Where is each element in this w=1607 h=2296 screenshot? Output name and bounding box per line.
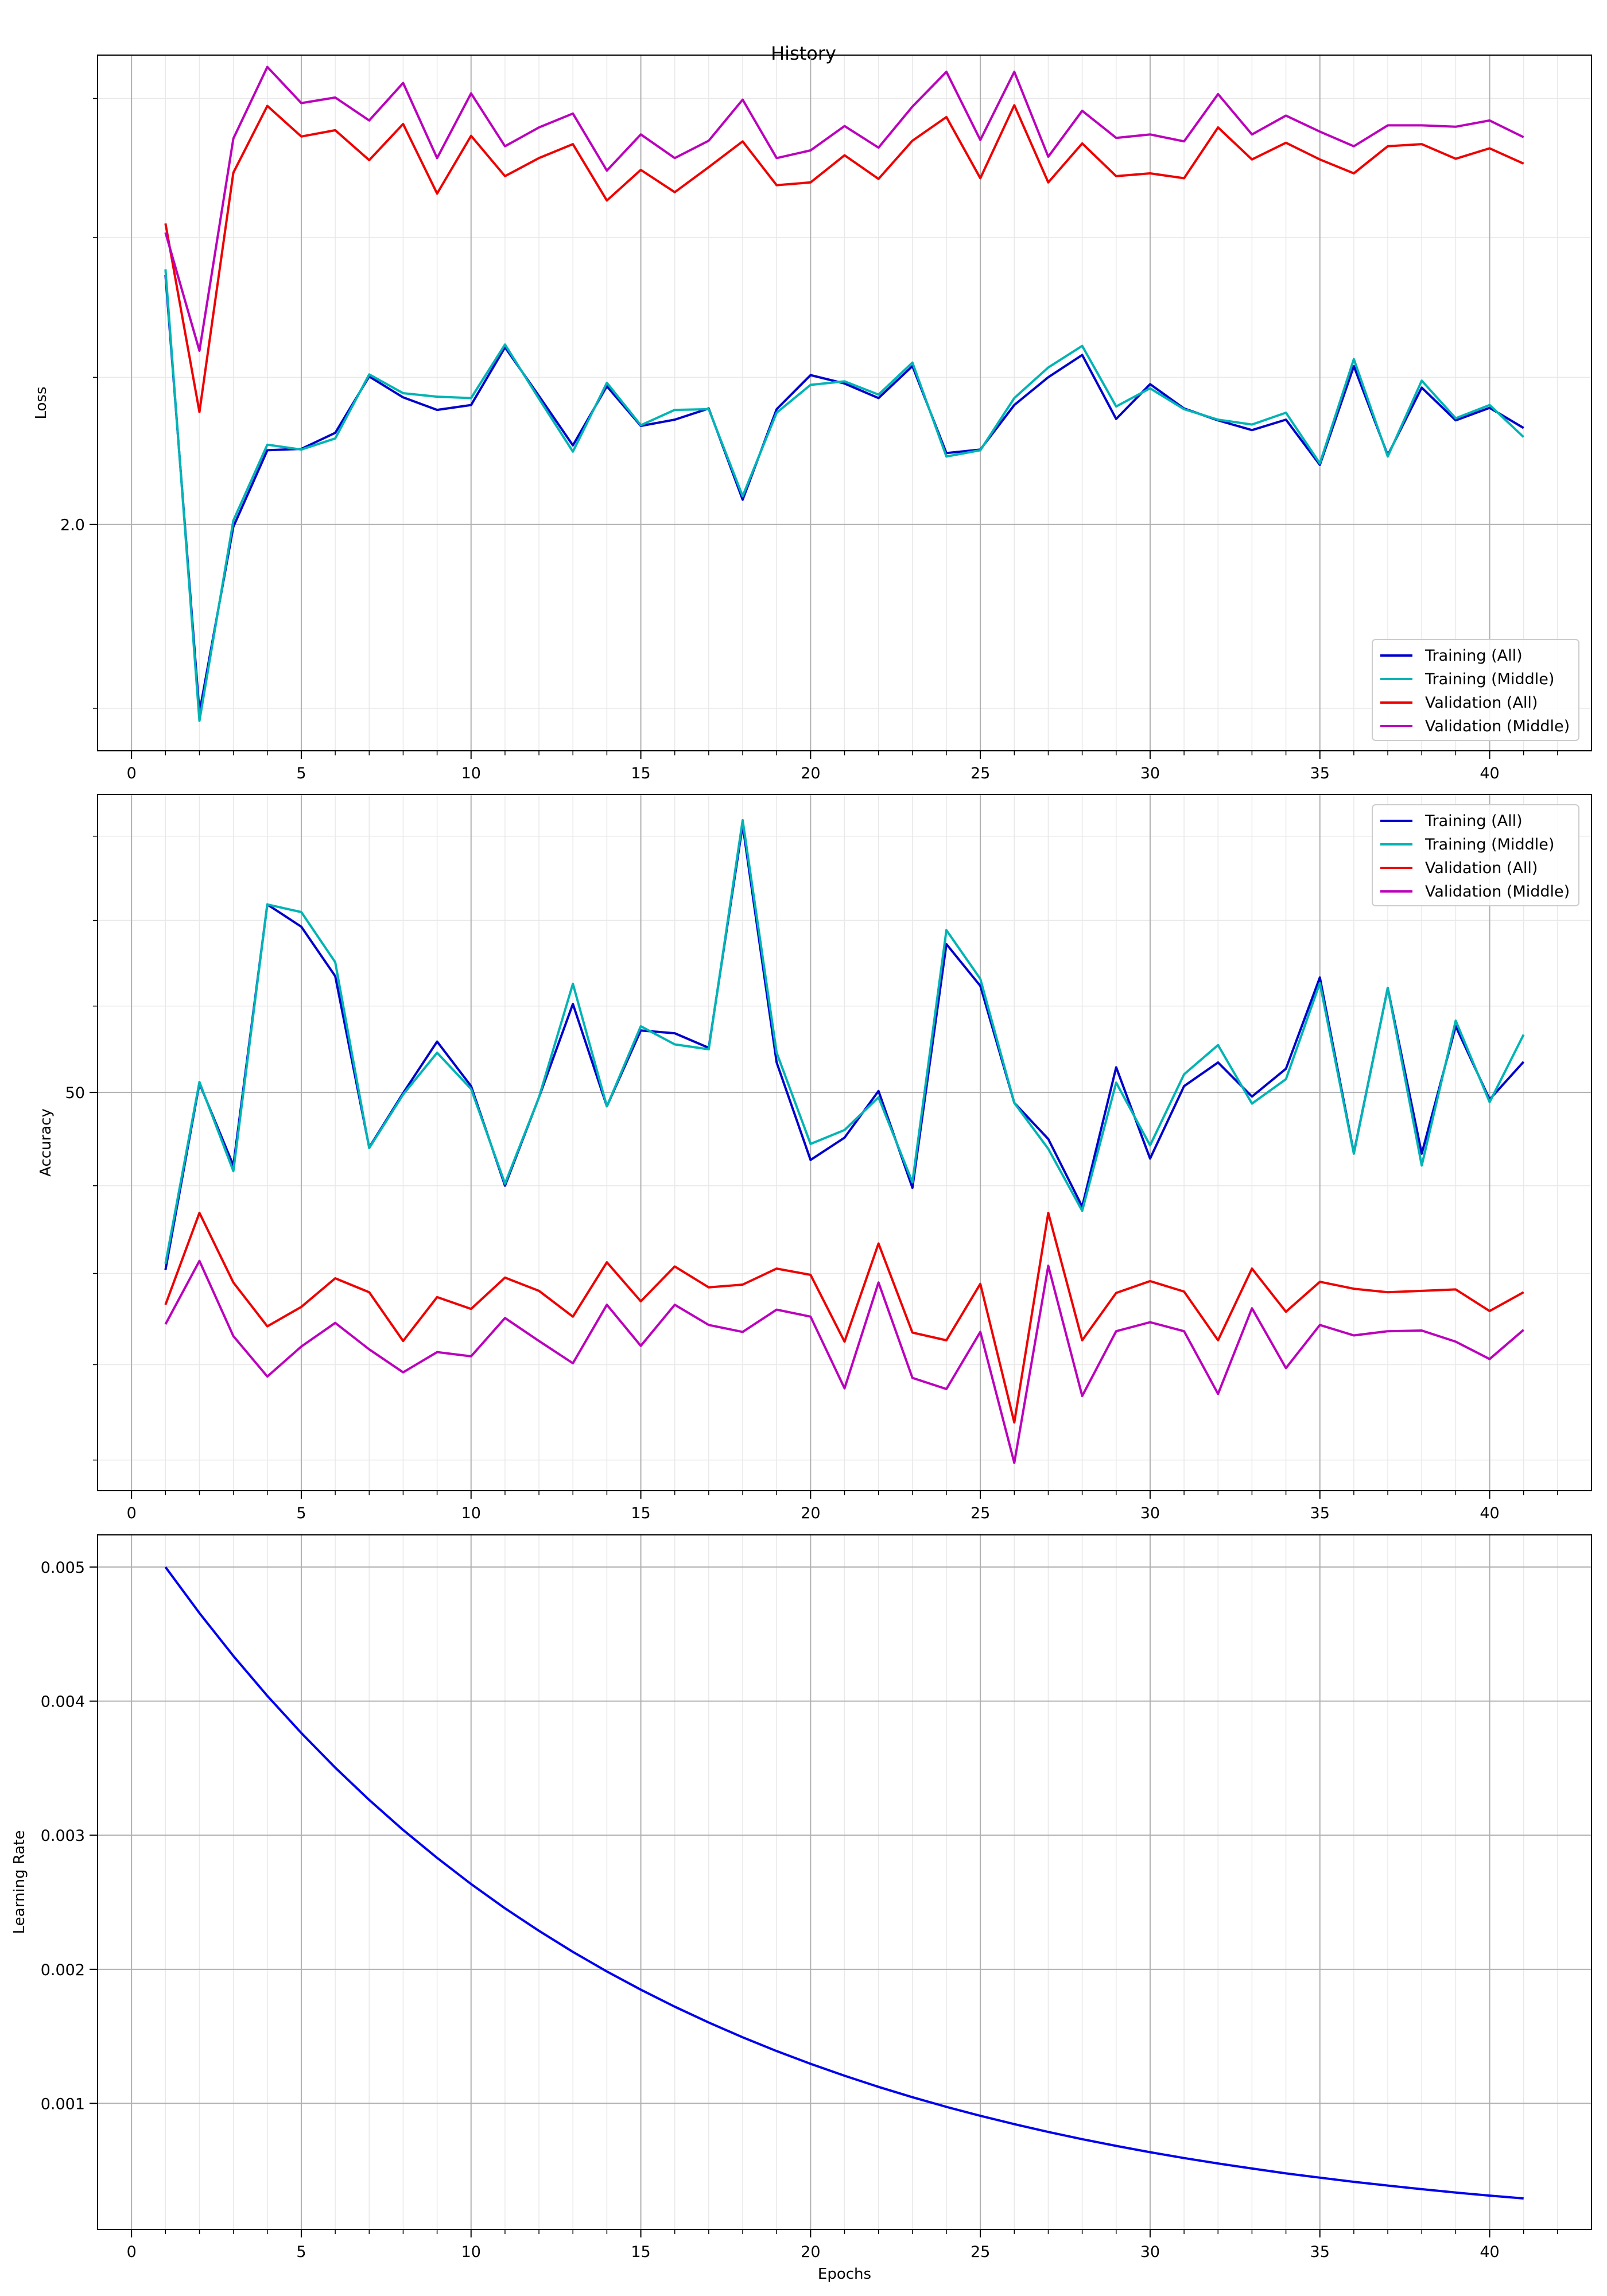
series-line-validation-middle xyxy=(164,1259,1525,1464)
legend: Training (All) Training (Middle) Validatio… xyxy=(1372,639,1579,741)
x-tick-label: 40 xyxy=(1480,765,1499,782)
y-tick-label: 0.004 xyxy=(41,1693,85,1711)
series-line-validation-all xyxy=(164,104,1524,413)
x-tick-label: 30 xyxy=(1140,1504,1160,1522)
x-tick-label: 35 xyxy=(1310,2243,1330,2261)
series-line-validation-all xyxy=(164,1212,1524,1424)
legend: Training (All) Training (Middle) Validatio… xyxy=(1372,804,1579,906)
y-axis-label: Accuracy xyxy=(37,1108,55,1177)
x-tick-label: 25 xyxy=(971,765,990,782)
legend-label: Training (Middle) xyxy=(1424,670,1554,688)
legend-label: Validation (Middle) xyxy=(1425,883,1570,901)
x-tick-label: 15 xyxy=(631,2243,650,2261)
y-tick-label: 2.0 xyxy=(60,517,85,534)
y-tick-label: 0.005 xyxy=(41,1559,85,1577)
x-tick-label: 30 xyxy=(1140,2243,1160,2261)
x-tick-label: 15 xyxy=(631,1504,650,1522)
chart-panel-3: 0 5 10 15 20 25 30 35 40 0.001 0.002 0.003 0.004 0.00… xyxy=(11,1534,1592,2283)
x-tick-label: 20 xyxy=(801,1504,820,1522)
chart-panel-2: 0 5 10 15 20 25 30 35 40 50 Accuracy Training (All)… xyxy=(37,794,1592,1522)
x-tick-label: 40 xyxy=(1480,2243,1499,2261)
x-tick-label: 5 xyxy=(296,765,306,782)
y-axis-label: Learning Rate xyxy=(11,1830,28,1934)
legend-frame xyxy=(1372,639,1579,741)
x-tick-label: 20 xyxy=(801,2243,820,2261)
x-tick-label: 25 xyxy=(971,2243,990,2261)
legend-label: Validation (All) xyxy=(1425,859,1538,877)
x-tick-label: 30 xyxy=(1140,765,1160,782)
y-tick-label: 50 xyxy=(65,1084,85,1102)
x-tick-label: 15 xyxy=(631,765,650,782)
y-axis-label: Loss xyxy=(33,386,50,419)
x-tick-label: 35 xyxy=(1310,1504,1330,1522)
series-line-training-all xyxy=(164,274,1524,714)
legend-label: Validation (Middle) xyxy=(1425,718,1570,735)
series-line-training-middle xyxy=(164,269,1525,722)
figure-title: History xyxy=(771,42,836,64)
series-line-learning-rate xyxy=(164,1566,1524,2200)
legend-label: Training (Middle) xyxy=(1424,836,1554,854)
x-axis-label: Epochs xyxy=(818,2266,871,2283)
x-tick-label: 5 xyxy=(296,2243,306,2261)
x-tick-label: 0 xyxy=(127,765,137,782)
legend-frame xyxy=(1372,804,1579,906)
x-tick-label: 25 xyxy=(971,1504,990,1522)
axes-frame xyxy=(97,794,1592,1491)
x-tick-label: 0 xyxy=(127,1504,137,1522)
x-tick-label: 40 xyxy=(1480,1504,1499,1522)
legend-label: Training (All) xyxy=(1424,812,1523,830)
y-tick-label: 0.001 xyxy=(41,2095,85,2113)
y-tick-label: 0.002 xyxy=(41,1961,85,1979)
x-tick-label: 10 xyxy=(461,1504,481,1522)
axes-frame xyxy=(97,1534,1592,2230)
axes-frame xyxy=(97,55,1592,751)
x-tick-label: 20 xyxy=(801,765,820,782)
x-tick-label: 0 xyxy=(127,2243,137,2261)
x-tick-label: 35 xyxy=(1310,765,1330,782)
legend-label: Validation (All) xyxy=(1425,694,1538,712)
x-tick-label: 5 xyxy=(296,1504,306,1522)
x-tick-label: 10 xyxy=(461,2243,481,2261)
series-line-training-middle xyxy=(164,819,1525,1264)
legend-label: Training (All) xyxy=(1424,647,1523,665)
y-tick-label: 0.003 xyxy=(41,1827,85,1845)
series-line-validation-middle xyxy=(164,65,1524,352)
x-tick-label: 10 xyxy=(461,765,481,782)
